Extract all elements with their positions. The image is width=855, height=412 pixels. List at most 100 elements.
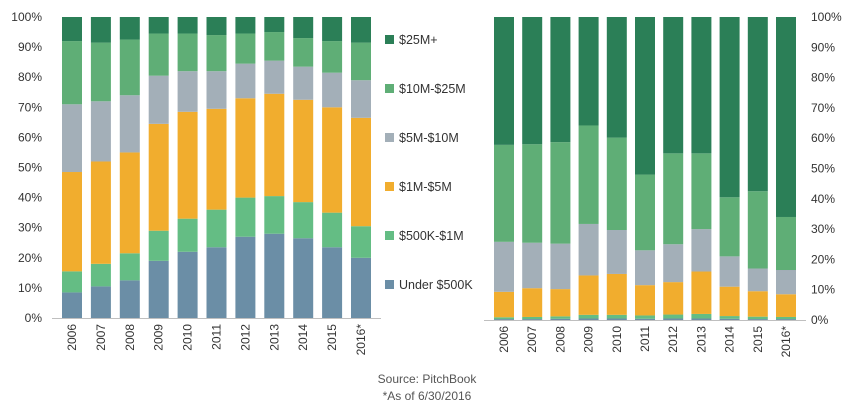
bar-segment <box>351 17 371 43</box>
bar-segment <box>747 191 768 269</box>
bar-segment <box>747 268 768 292</box>
bar-segment <box>606 314 627 319</box>
bar-segment <box>177 71 198 112</box>
bar-segment <box>148 17 169 34</box>
bar-segment <box>351 117 371 227</box>
bar-segment <box>522 144 543 243</box>
bar-segment <box>719 286 740 317</box>
y-tick-label: 10% <box>18 281 42 295</box>
bar-segment <box>177 33 198 72</box>
legend-swatch <box>385 231 394 240</box>
x-tick-label: 2010 <box>610 326 624 353</box>
x-tick-label: 2011 <box>638 326 652 352</box>
legend: $25M+ $10M-$25M $5M-$10M $1M-$5M $500K-$1M Un… <box>385 33 473 292</box>
right-chart-value: 0% 10% 20% 30% 40% 50% 60% 70% 80% 90% 100% 2006 200… <box>484 10 842 357</box>
bar-segment <box>90 263 111 287</box>
legend-label: $10M-$25M <box>399 82 466 96</box>
bar-segment <box>719 318 740 320</box>
bar-segment <box>235 98 256 198</box>
source-note: Source: PitchBook <box>378 372 478 386</box>
left-chart-count: 0% 10% 20% 30% 40% 50% 60% 70% 80% 90% 100% 2006 200… <box>11 10 381 355</box>
bar-segment <box>62 292 82 318</box>
as-of-note: *As of 6/30/2016 <box>383 389 472 403</box>
bar-segment <box>148 123 169 231</box>
bar-segment <box>264 233 285 318</box>
bar-segment <box>578 314 599 319</box>
bar-segment <box>663 282 684 315</box>
bar-segment <box>522 242 543 289</box>
y-tick-label: 60% <box>18 130 42 144</box>
y-tick-label: 100% <box>811 10 842 24</box>
bar-segment <box>119 39 140 96</box>
x-tick-label: 2016* <box>354 324 368 356</box>
bar-segment <box>206 108 227 210</box>
bar-segment <box>635 174 655 251</box>
bar-segment <box>235 236 256 318</box>
bar-segment <box>119 152 140 254</box>
bar-segment <box>606 137 627 231</box>
x-tick-label: 2013 <box>694 326 708 353</box>
y-tick-label: 30% <box>811 222 835 236</box>
y-tick-label: 50% <box>811 162 835 176</box>
bar-segment <box>719 316 740 319</box>
bar-segment <box>235 63 256 99</box>
bar-segment <box>578 223 599 276</box>
bar-segment <box>663 153 684 245</box>
bar-segment <box>264 32 285 61</box>
y-tick-label: 70% <box>811 101 835 115</box>
bar-segment <box>90 17 111 43</box>
bar-segment <box>293 202 314 239</box>
y-tick-label: 0% <box>811 313 829 327</box>
y-tick-label: 100% <box>11 10 42 24</box>
bar-segment <box>293 66 314 100</box>
legend-swatch <box>385 280 394 289</box>
bar-segment <box>550 316 571 319</box>
y-tick-label: 40% <box>18 191 42 205</box>
bar-segment <box>606 318 627 320</box>
legend-label: Under $500K <box>399 278 473 292</box>
bar-segment <box>635 17 655 175</box>
bar-segment <box>62 104 82 173</box>
x-tick-label: 2014 <box>723 326 737 353</box>
y-tick-label: 80% <box>18 70 42 84</box>
bar-segment <box>293 238 314 318</box>
bar-segment <box>235 33 256 64</box>
bar-segment <box>691 229 712 272</box>
bar-segment <box>663 244 684 283</box>
bar-segment <box>691 313 712 319</box>
bar-segment <box>148 75 169 124</box>
y-tick-label: 50% <box>18 161 42 175</box>
bar-segment <box>119 95 140 153</box>
bar-segment <box>635 250 655 286</box>
bar-segment <box>719 17 740 198</box>
bar-segment <box>322 72 343 108</box>
legend-label: $5M-$10M <box>399 131 459 145</box>
bar-segment <box>747 17 768 192</box>
bar-segment <box>494 291 514 318</box>
bar-segment <box>62 271 82 293</box>
legend-label: $25M+ <box>399 33 438 47</box>
bar-segment <box>206 247 227 318</box>
bar-segment <box>494 17 514 145</box>
bar-segment <box>522 17 543 145</box>
bar-segment <box>351 257 371 318</box>
x-tick-label: 2015 <box>325 324 339 351</box>
legend-swatch <box>385 133 394 142</box>
bar-segment <box>691 17 712 154</box>
bar-segment <box>606 230 627 274</box>
x-tick-label: 2016* <box>779 326 793 358</box>
bar-segment <box>264 93 285 197</box>
legend-label: $1M-$5M <box>399 180 452 194</box>
bar-segment <box>264 60 285 94</box>
bar-segment <box>663 318 684 320</box>
y-tick-label: 90% <box>811 40 835 54</box>
x-tick-label: 2007 <box>525 326 539 353</box>
bar-segment <box>264 196 285 234</box>
bar-segment <box>90 286 111 318</box>
y-tick-label: 40% <box>811 192 835 206</box>
bar-segment <box>776 294 796 317</box>
legend-swatch <box>385 182 394 191</box>
legend-swatch <box>385 84 394 93</box>
bar-segment <box>90 161 111 264</box>
bar-segment <box>550 142 571 244</box>
